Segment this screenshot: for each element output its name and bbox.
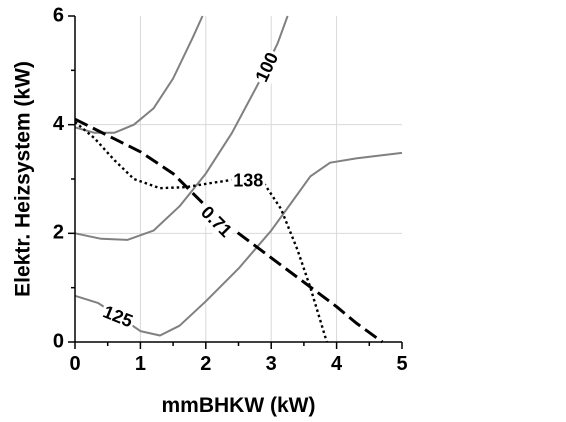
curve-label-bg bbox=[98, 299, 138, 333]
series-line-0 bbox=[74, 15, 204, 134]
x-axis-title: mmBHKW (kW) bbox=[162, 394, 316, 417]
x-tick-label: 2 bbox=[200, 353, 211, 375]
x-tick-label: 1 bbox=[135, 353, 146, 375]
axes: 0 2 4 6 0 1 2 3 4 5 bbox=[53, 4, 408, 375]
y-axis-title: Elektr. Heizsystem (kW) bbox=[12, 61, 35, 297]
x-tick-label: 5 bbox=[396, 353, 407, 375]
y-tick-label: 6 bbox=[53, 4, 64, 26]
curve-label-bg bbox=[231, 169, 266, 192]
x-tick-label: 3 bbox=[266, 353, 277, 375]
y-tick-label: 2 bbox=[53, 222, 64, 244]
series-line-1 bbox=[74, 15, 289, 241]
y-tick-label: 0 bbox=[53, 330, 64, 352]
curve-label-1: 138 bbox=[233, 170, 263, 190]
curve-label-bg bbox=[249, 47, 284, 88]
curve-label-bg bbox=[194, 199, 239, 244]
series-line-3 bbox=[74, 117, 384, 344]
y-tick-label: 4 bbox=[53, 113, 65, 135]
x-tick-label: 0 bbox=[69, 353, 80, 375]
x-tick-label: 4 bbox=[331, 353, 343, 375]
